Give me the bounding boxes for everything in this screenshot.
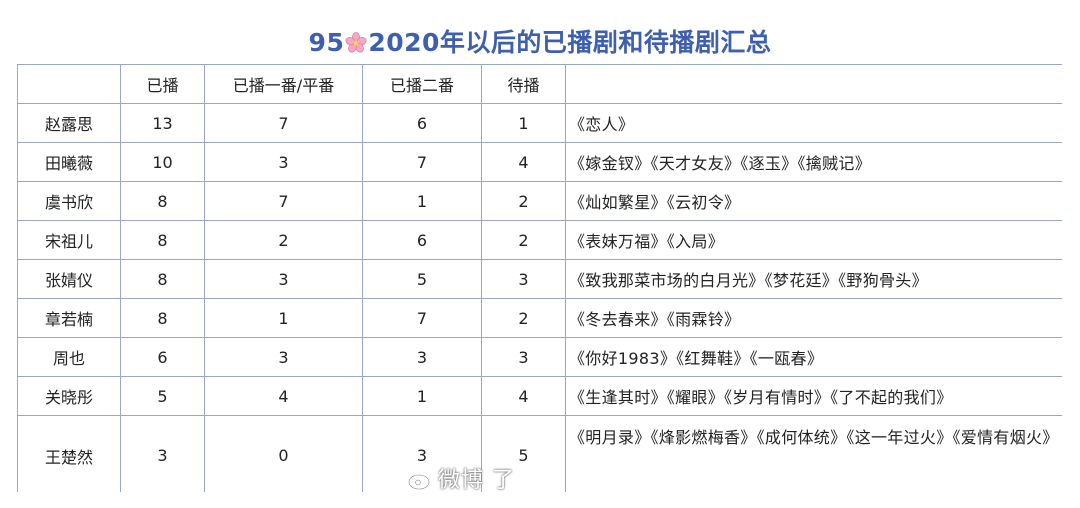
cell-name: 宋祖儿 xyxy=(17,220,121,260)
summary-table-container: 已播 已播一番/平番 已播二番 待播 赵露思 13 7 6 1 《恋人》 田曦薇 10 3 7 4 《… xyxy=(17,64,1062,492)
cell-lead: 2 xyxy=(204,220,363,260)
table-row: 王楚然 3 0 3 5 《明月录》《烽影燃梅香》《成何体统》《这一年过火》《爱情有烟火》 xyxy=(17,415,1062,492)
table-row: 田曦薇 10 3 7 4 《嫁金钗》《天才女友》《逐玉》《擒贼记》 xyxy=(17,142,1062,182)
cell-second: 5 xyxy=(362,259,482,299)
cell-upcoming: 1 xyxy=(481,103,566,143)
cell-second: 6 xyxy=(362,220,482,260)
cell-works: 《冬去春来》《雨霖铃》 xyxy=(565,298,1062,338)
cell-name: 章若楠 xyxy=(17,298,121,338)
cell-name: 张婧仪 xyxy=(17,259,121,299)
cell-aired: 6 xyxy=(120,337,205,377)
cell-upcoming: 5 xyxy=(481,415,566,492)
cell-aired: 10 xyxy=(120,142,205,182)
cell-upcoming: 3 xyxy=(481,259,566,299)
table-row: 张婧仪 8 3 5 3 《致我那菜市场的白月光》《梦花廷》《野狗骨头》 xyxy=(17,259,1062,299)
cell-name: 王楚然 xyxy=(17,415,121,492)
header-aired: 已播 xyxy=(120,64,205,104)
cell-works: 《你好1983》《红舞鞋》《一瓯春》 xyxy=(565,337,1062,377)
cell-second: 7 xyxy=(362,142,482,182)
cell-upcoming: 2 xyxy=(481,181,566,221)
cell-name: 关晓彤 xyxy=(17,376,121,416)
cell-lead: 3 xyxy=(204,142,363,182)
watermark: 微博 了 xyxy=(408,462,515,494)
cell-works: 《表妹万福》《入局》 xyxy=(565,220,1062,260)
table-row: 赵露思 13 7 6 1 《恋人》 xyxy=(17,103,1062,143)
watermark-text: 微博 了 xyxy=(438,468,515,493)
header-row: 已播 已播一番/平番 已播二番 待播 xyxy=(17,64,1062,104)
table-row: 章若楠 8 1 7 2 《冬去春来》《雨霖铃》 xyxy=(17,298,1062,338)
cell-second: 1 xyxy=(362,181,482,221)
cell-works: 《嫁金钗》《天才女友》《逐玉》《擒贼记》 xyxy=(565,142,1062,182)
cell-lead: 3 xyxy=(204,259,363,299)
cell-aired: 8 xyxy=(120,298,205,338)
cell-upcoming: 2 xyxy=(481,298,566,338)
cell-second: 6 xyxy=(362,103,482,143)
cell-lead: 3 xyxy=(204,337,363,377)
header-works xyxy=(565,64,1062,104)
summary-table: 已播 已播一番/平番 已播二番 待播 赵露思 13 7 6 1 《恋人》 田曦薇 10 3 7 4 《… xyxy=(17,64,1062,492)
table-row: 周也 6 3 3 3 《你好1983》《红舞鞋》《一瓯春》 xyxy=(17,337,1062,377)
cell-name: 赵露思 xyxy=(17,103,121,143)
table-row: 宋祖儿 8 2 6 2 《表妹万福》《入局》 xyxy=(17,220,1062,260)
cell-lead: 7 xyxy=(204,103,363,143)
cell-works: 《生逢其时》《耀眼》《岁月有情时》《了不起的我们》 xyxy=(565,376,1062,416)
header-second: 已播二番 xyxy=(362,64,482,104)
table-row: 虞书欣 8 7 1 2 《灿如繁星》《云初令》 xyxy=(17,181,1062,221)
cell-aired: 5 xyxy=(120,376,205,416)
cell-aired: 8 xyxy=(120,259,205,299)
title-prefix: 95 xyxy=(308,28,345,57)
header-lead: 已播一番/平番 xyxy=(204,64,363,104)
cell-upcoming: 4 xyxy=(481,142,566,182)
cell-aired: 13 xyxy=(120,103,205,143)
cell-lead: 4 xyxy=(204,376,363,416)
cell-lead: 1 xyxy=(204,298,363,338)
cell-name: 虞书欣 xyxy=(17,181,121,221)
cell-works: 《明月录》《烽影燃梅香》《成何体统》《这一年过火》《爱情有烟火》 xyxy=(565,415,1062,492)
header-name xyxy=(17,64,121,104)
cell-aired: 8 xyxy=(120,181,205,221)
title-suffix: 2020年以后的已播剧和待播剧汇总 xyxy=(368,28,772,57)
cell-second: 3 xyxy=(362,415,482,492)
cell-aired: 3 xyxy=(120,415,205,492)
cell-lead: 0 xyxy=(204,415,363,492)
cell-second: 1 xyxy=(362,376,482,416)
cell-second: 3 xyxy=(362,337,482,377)
weibo-logo-icon xyxy=(408,474,430,490)
cell-upcoming: 3 xyxy=(481,337,566,377)
cell-name: 田曦薇 xyxy=(17,142,121,182)
header-upcoming: 待播 xyxy=(481,64,566,104)
cell-upcoming: 4 xyxy=(481,376,566,416)
cell-name: 周也 xyxy=(17,337,121,377)
cherry-blossom-icon xyxy=(345,32,367,53)
cell-works: 《灿如繁星》《云初令》 xyxy=(565,181,1062,221)
cell-upcoming: 2 xyxy=(481,220,566,260)
cell-works: 《致我那菜市场的白月光》《梦花廷》《野狗骨头》 xyxy=(565,259,1062,299)
page-title: 95 2020年以后的已播剧和待播剧汇总 xyxy=(0,26,1080,60)
cell-second: 7 xyxy=(362,298,482,338)
table-row: 关晓彤 5 4 1 4 《生逢其时》《耀眼》《岁月有情时》《了不起的我们》 xyxy=(17,376,1062,416)
cell-aired: 8 xyxy=(120,220,205,260)
cell-works: 《恋人》 xyxy=(565,103,1062,143)
cell-lead: 7 xyxy=(204,181,363,221)
